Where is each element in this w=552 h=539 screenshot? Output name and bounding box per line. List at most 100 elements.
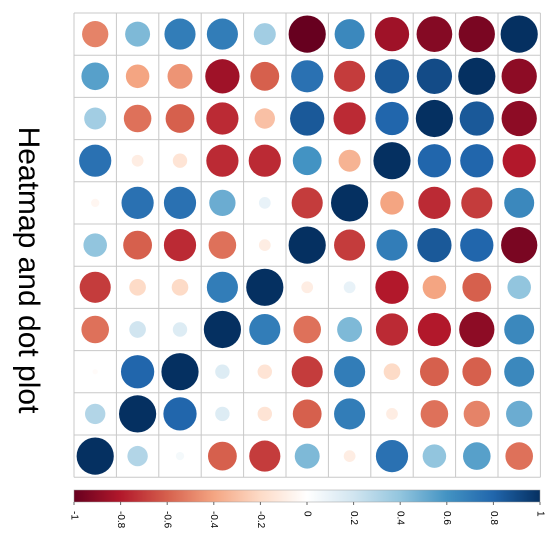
dot-r4-c8 bbox=[373, 142, 411, 180]
dot-r2-c11 bbox=[501, 58, 537, 94]
dot-r4-c4 bbox=[206, 144, 239, 177]
dot-r2-c4 bbox=[205, 59, 240, 94]
dot-r11-c6 bbox=[294, 443, 320, 469]
dot-r8-c4 bbox=[203, 310, 241, 349]
dot-r10-c3 bbox=[163, 397, 197, 431]
dot-r1-c11 bbox=[500, 15, 538, 53]
colorbar-tick-label: 0.8 bbox=[488, 511, 499, 525]
dot-r7-c9 bbox=[422, 275, 447, 300]
dot-r11-c9 bbox=[422, 444, 447, 468]
dot-r7-c8 bbox=[375, 270, 409, 304]
dot-r3-c7 bbox=[333, 102, 366, 135]
dot-r4-c10 bbox=[460, 144, 494, 178]
dot-r1-c3 bbox=[164, 18, 196, 50]
dot-r5-c9 bbox=[418, 186, 451, 220]
colorbar-tick-label: -0.8 bbox=[115, 511, 126, 529]
dot-r5-c6 bbox=[291, 187, 323, 219]
dot-r6-c2 bbox=[123, 230, 153, 260]
dot-r3-c6 bbox=[290, 101, 325, 136]
dot-r6-c7 bbox=[334, 229, 366, 261]
dot-r7-c10 bbox=[462, 272, 492, 302]
dot-r8-c6 bbox=[293, 315, 321, 344]
dot-r3-c9 bbox=[415, 99, 453, 138]
dot-r1-c6 bbox=[288, 15, 326, 53]
dot-r7-c4 bbox=[206, 271, 238, 303]
dot-r3-c2 bbox=[123, 104, 152, 133]
dot-r4-c6 bbox=[292, 146, 322, 176]
dot-r10-c7 bbox=[334, 398, 366, 430]
dot-r5-c1 bbox=[91, 198, 100, 208]
dot-r5-c7 bbox=[331, 184, 369, 222]
dot-r3-c8 bbox=[375, 101, 409, 136]
dot-r1-c4 bbox=[206, 18, 238, 50]
dot-r8-c8 bbox=[375, 313, 409, 346]
dot-r3-c5 bbox=[254, 108, 275, 129]
dot-r9-c5 bbox=[257, 364, 273, 379]
dot-r10-c8 bbox=[386, 408, 398, 420]
dot-r11-c8 bbox=[375, 439, 409, 473]
dot-r11-c7 bbox=[343, 450, 356, 462]
dot-r6-c8 bbox=[376, 229, 408, 261]
dot-r2-c7 bbox=[334, 60, 366, 92]
dot-r8-c5 bbox=[249, 313, 281, 346]
dot-r6-c11 bbox=[501, 226, 538, 264]
dot-r6-c6 bbox=[288, 226, 326, 264]
dot-r1-c10 bbox=[458, 15, 495, 53]
dot-r6-c9 bbox=[417, 227, 452, 263]
dot-r4-c1 bbox=[79, 144, 112, 177]
colorbar-tick-label: -0.2 bbox=[255, 511, 266, 529]
colorbar-tick-label: -0.6 bbox=[162, 511, 173, 529]
dot-r5-c11 bbox=[504, 187, 535, 218]
dot-r2-c6 bbox=[291, 60, 324, 93]
dot-r5-c4 bbox=[209, 189, 236, 217]
dot-r9-c1 bbox=[92, 369, 98, 375]
colorbar-tick-label: -1 bbox=[68, 511, 79, 520]
dot-r7-c3 bbox=[171, 278, 189, 296]
dot-r3-c3 bbox=[165, 104, 195, 133]
colorbar-tick-label: 0.2 bbox=[348, 511, 359, 525]
colorbar-tick-label: 0 bbox=[301, 511, 312, 517]
dot-r10-c2 bbox=[119, 395, 157, 433]
dot-r6-c1 bbox=[83, 233, 107, 257]
dot-r10-c11 bbox=[506, 400, 533, 428]
dot-r8-c10 bbox=[459, 311, 495, 348]
dot-r10-c1 bbox=[85, 403, 106, 425]
dot-r1-c1 bbox=[82, 20, 109, 48]
dot-r5-c3 bbox=[163, 186, 197, 220]
dot-r9-c11 bbox=[504, 356, 535, 387]
dot-r7-c11 bbox=[507, 275, 531, 300]
dot-r8-c2 bbox=[129, 321, 146, 338]
dot-r10-c10 bbox=[463, 400, 490, 428]
dot-r7-c6 bbox=[301, 281, 314, 294]
dot-r2-c10 bbox=[458, 57, 496, 95]
dot-r4-c11 bbox=[502, 144, 536, 178]
dot-r1-c8 bbox=[374, 16, 410, 52]
dot-r1-c5 bbox=[253, 23, 276, 46]
dot-r3-c11 bbox=[501, 100, 537, 137]
dot-r11-c2 bbox=[127, 445, 148, 467]
dot-r2-c1 bbox=[81, 62, 109, 91]
dot-r5-c5 bbox=[258, 197, 271, 209]
dot-r3-c1 bbox=[84, 107, 107, 130]
dot-r9-c8 bbox=[383, 363, 401, 381]
dot-r11-c4 bbox=[207, 441, 237, 471]
dot-r4-c2 bbox=[131, 154, 144, 167]
dot-r9-c7 bbox=[334, 356, 366, 388]
dot-r9-c9 bbox=[419, 357, 449, 387]
dot-r4-c3 bbox=[172, 153, 188, 168]
dot-r9-c3 bbox=[161, 353, 199, 391]
dot-r5-c8 bbox=[380, 191, 404, 215]
dot-r6-c10 bbox=[460, 228, 494, 262]
dot-r8-c7 bbox=[337, 317, 363, 342]
dot-r11-c1 bbox=[76, 437, 114, 475]
dot-r1-c2 bbox=[125, 21, 151, 47]
dot-r10-c4 bbox=[215, 406, 230, 422]
dot-r3-c10 bbox=[459, 101, 494, 136]
dot-r10-c6 bbox=[292, 399, 322, 429]
dot-r5-c10 bbox=[461, 187, 493, 219]
dot-r6-c5 bbox=[258, 239, 271, 251]
dot-r3-c4 bbox=[206, 102, 239, 135]
dot-r9-c6 bbox=[291, 356, 323, 388]
dot-r2-c2 bbox=[125, 64, 150, 89]
